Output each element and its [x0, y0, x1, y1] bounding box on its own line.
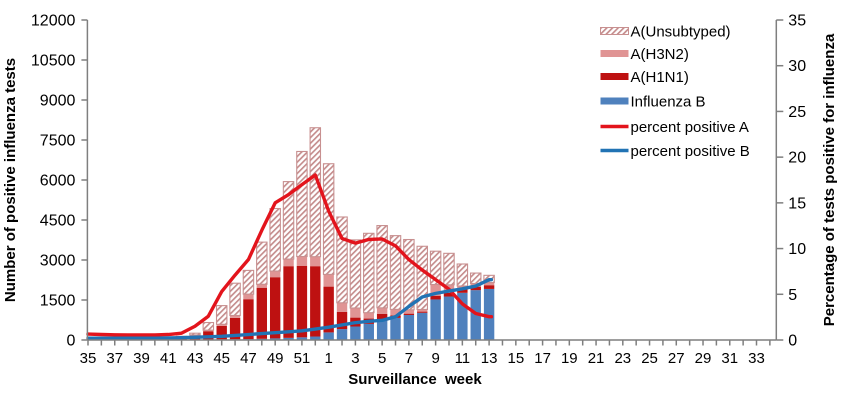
svg-text:35: 35	[788, 13, 806, 30]
svg-text:20: 20	[788, 150, 806, 167]
svg-text:3: 3	[351, 350, 359, 367]
svg-text:29: 29	[695, 350, 712, 367]
svg-text:51: 51	[294, 350, 311, 367]
svg-text:25: 25	[788, 104, 806, 121]
svg-text:0: 0	[788, 333, 797, 350]
svg-text:6000: 6000	[40, 173, 76, 190]
svg-text:13: 13	[481, 350, 498, 367]
svg-text:43: 43	[187, 350, 204, 367]
svg-text:7: 7	[405, 350, 413, 367]
svg-text:5: 5	[788, 287, 797, 304]
svg-text:11: 11	[455, 350, 471, 367]
svg-text:Influenza B: Influenza B	[631, 93, 706, 110]
svg-text:3000: 3000	[40, 253, 76, 270]
svg-text:30: 30	[788, 58, 806, 75]
svg-text:31: 31	[721, 350, 738, 367]
svg-text:47: 47	[240, 350, 257, 367]
svg-text:5: 5	[378, 350, 386, 367]
svg-text:1500: 1500	[40, 293, 76, 310]
svg-text:9: 9	[431, 350, 439, 367]
svg-text:37: 37	[106, 350, 123, 367]
svg-text:A(Unsubtyped): A(Unsubtyped)	[631, 23, 731, 40]
svg-text:A(H1N1): A(H1N1)	[631, 69, 689, 86]
svg-text:0: 0	[66, 333, 75, 350]
svg-text:33: 33	[748, 350, 765, 367]
svg-text:49: 49	[267, 350, 284, 367]
svg-text:27: 27	[668, 350, 685, 367]
svg-text:10500: 10500	[31, 53, 76, 70]
svg-text:12000: 12000	[31, 13, 76, 30]
svg-text:Surveillance week: Surveillance week	[348, 371, 482, 388]
svg-text:17: 17	[534, 350, 551, 367]
svg-text:19: 19	[561, 350, 578, 367]
svg-text:A(H3N2): A(H3N2)	[631, 46, 689, 63]
svg-text:45: 45	[213, 350, 230, 367]
svg-text:10: 10	[788, 241, 806, 258]
svg-text:23: 23	[614, 350, 631, 367]
svg-text:percent positive A: percent positive A	[631, 119, 749, 136]
svg-text:percent positive B: percent positive B	[631, 143, 750, 160]
svg-text:35: 35	[80, 350, 97, 367]
svg-text:41: 41	[160, 350, 177, 367]
svg-text:7500: 7500	[40, 133, 76, 150]
svg-text:1: 1	[324, 350, 332, 367]
svg-text:4500: 4500	[40, 213, 76, 230]
svg-text:15: 15	[788, 195, 806, 212]
svg-text:15: 15	[507, 350, 524, 367]
svg-text:21: 21	[588, 350, 605, 367]
svg-text:Percentage of tests positive f: Percentage of tests positive for influen…	[821, 33, 838, 326]
svg-text:Number of positive influenza t: Number of positive influenza tests	[2, 58, 19, 302]
svg-text:9000: 9000	[40, 93, 76, 110]
svg-text:25: 25	[641, 350, 658, 367]
svg-text:39: 39	[133, 350, 150, 367]
